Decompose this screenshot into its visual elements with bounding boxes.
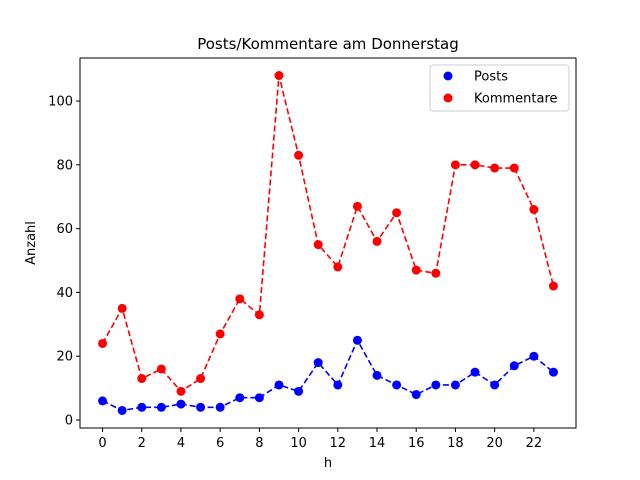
data-point-0-9 — [274, 380, 284, 390]
legend-box — [429, 64, 570, 112]
y-tick-label-0: 0 — [65, 414, 73, 429]
x-tick-label-3: 6 — [216, 436, 224, 451]
data-point-1-6 — [215, 329, 225, 339]
data-point-1-8 — [254, 310, 264, 320]
data-point-0-0 — [98, 396, 108, 406]
data-point-1-15 — [392, 208, 402, 218]
y-tick-label-4: 80 — [56, 158, 73, 173]
y-tick-label-1: 20 — [56, 350, 73, 365]
data-point-1-7 — [235, 294, 245, 304]
data-point-0-2 — [137, 402, 147, 412]
x-tick-label-8: 16 — [408, 436, 425, 451]
x-tick-label-2: 4 — [177, 436, 185, 451]
data-point-1-17 — [431, 268, 441, 278]
data-point-1-5 — [196, 374, 206, 384]
data-point-0-4 — [176, 399, 186, 409]
data-point-1-16 — [411, 265, 421, 275]
axes-layer: 0 2 4 6 8 10 12 14 16 18 20 22 0 20 40 60 80 100 — [48, 57, 577, 451]
data-point-0-18 — [450, 380, 460, 390]
data-point-1-2 — [137, 374, 147, 384]
series-line-0 — [102, 338, 554, 412]
legend-marker-1 — [443, 93, 453, 103]
data-point-1-1 — [117, 303, 127, 313]
data-point-0-10 — [294, 386, 304, 396]
data-point-0-6 — [215, 402, 225, 412]
data-point-1-12 — [333, 262, 343, 272]
x-tick-label-4: 8 — [255, 436, 263, 451]
legend: Posts Kommentare — [429, 64, 570, 112]
series-layer — [98, 71, 558, 415]
data-point-0-22 — [529, 351, 539, 361]
data-point-0-3 — [156, 402, 166, 412]
x-tick-label-7: 14 — [369, 436, 386, 451]
data-point-1-11 — [313, 240, 323, 250]
series-line-1 — [101, 75, 555, 393]
y-tick-label-2: 40 — [56, 286, 73, 301]
chart-title: Posts/Kommentare am Donnerstag — [197, 35, 459, 53]
x-tick-label-10: 20 — [486, 436, 503, 451]
legend-label-1: Kommentare — [474, 92, 558, 107]
data-point-1-22 — [529, 205, 539, 215]
data-point-1-9 — [274, 71, 284, 81]
data-point-0-11 — [313, 358, 323, 368]
data-point-0-16 — [411, 390, 421, 400]
y-tick-label-5: 100 — [48, 95, 73, 110]
data-point-0-19 — [470, 367, 480, 377]
data-point-0-1 — [117, 405, 127, 415]
data-point-1-10 — [294, 150, 304, 160]
data-point-0-7 — [235, 393, 245, 403]
data-point-1-13 — [352, 201, 362, 211]
data-point-0-5 — [196, 402, 206, 412]
x-tick-label-11: 22 — [526, 436, 543, 451]
x-axis-label: h — [324, 456, 332, 471]
data-point-0-12 — [333, 380, 343, 390]
x-tick-label-5: 10 — [290, 436, 307, 451]
data-point-1-18 — [450, 160, 460, 170]
x-tick-label-1: 2 — [138, 436, 146, 451]
data-point-0-21 — [509, 361, 519, 371]
data-point-0-8 — [254, 393, 264, 403]
x-tick-label-0: 0 — [98, 436, 106, 451]
y-tick-label-3: 60 — [56, 222, 73, 237]
plot-frame — [79, 57, 577, 429]
data-point-0-15 — [392, 380, 402, 390]
data-point-1-19 — [470, 160, 480, 170]
y-axis-label: Anzahl — [24, 221, 39, 265]
data-point-1-21 — [509, 163, 519, 173]
data-point-1-0 — [98, 338, 108, 348]
legend-label-0: Posts — [474, 70, 508, 85]
data-point-0-14 — [372, 370, 382, 380]
data-point-1-23 — [548, 281, 558, 291]
x-tick-label-9: 18 — [447, 436, 464, 451]
data-point-0-17 — [431, 380, 441, 390]
data-point-1-4 — [176, 386, 186, 396]
x-tick-label-6: 12 — [330, 436, 347, 451]
data-point-0-20 — [490, 380, 500, 390]
data-point-0-23 — [548, 367, 558, 377]
data-point-1-20 — [490, 163, 500, 173]
legend-marker-0 — [443, 71, 453, 81]
data-point-1-3 — [156, 364, 166, 374]
data-point-0-13 — [352, 335, 362, 345]
data-point-1-14 — [372, 236, 382, 246]
